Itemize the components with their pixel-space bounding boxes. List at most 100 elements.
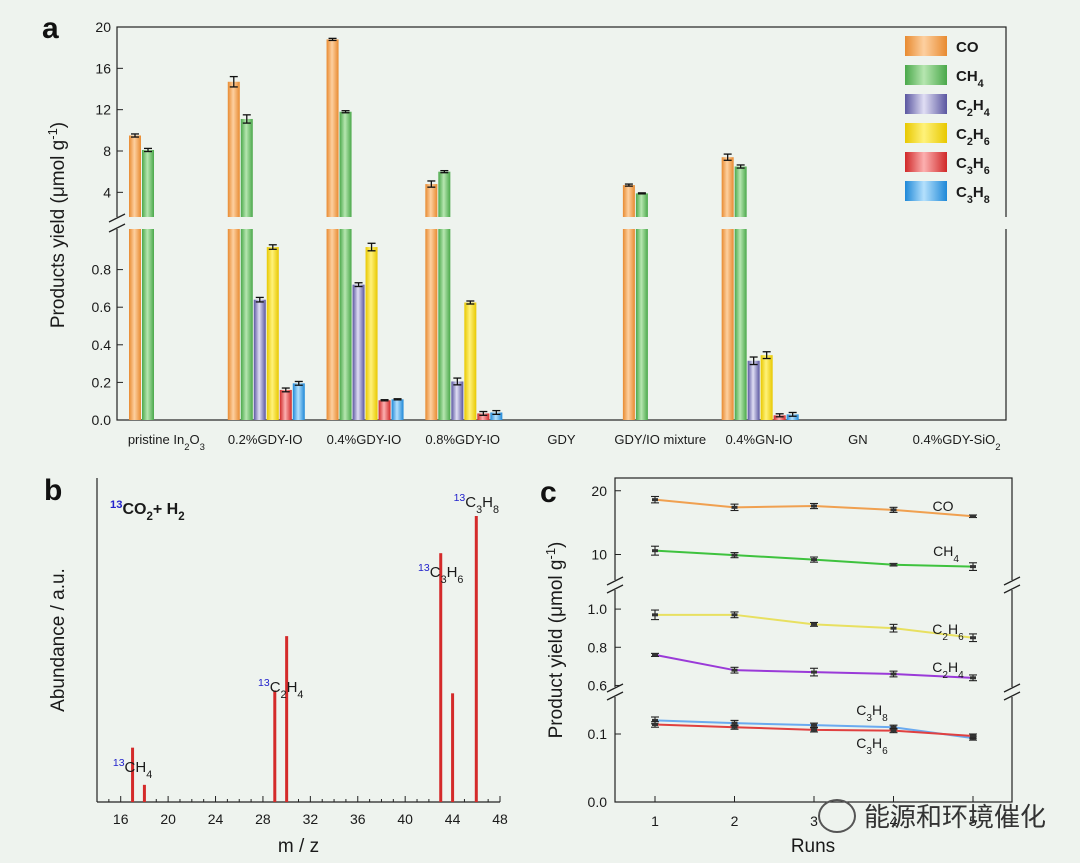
x-axis-label-b: m / z (278, 836, 319, 857)
bar-CO (129, 135, 141, 420)
legend-swatch-C3H8 (905, 181, 947, 201)
data-point (731, 668, 738, 672)
data-point (652, 722, 658, 726)
peak-annotation: 13C2H4 (258, 677, 303, 701)
xtick-label: 44 (445, 811, 461, 827)
data-point (890, 626, 897, 630)
watermark-text: 能源和环境催化 (864, 803, 1047, 833)
ytick-label: 12 (95, 102, 111, 118)
axis-break-mark (606, 584, 624, 594)
axis-break-mark (1003, 576, 1021, 586)
bar-CH4 (734, 166, 747, 420)
legend-swatch-C2H4 (905, 94, 947, 114)
data-point (811, 558, 817, 562)
data-point (652, 653, 658, 657)
axis-break-band (107, 217, 1016, 229)
peak-annotation: 13CH4 (113, 757, 152, 781)
bar-C2H6 (760, 355, 773, 420)
ytick-label: 20 (591, 483, 607, 499)
series-label-C2H4: C2H4 (932, 659, 964, 681)
series-label-C3H6: C3H6 (856, 735, 888, 757)
bar-CO (425, 184, 438, 420)
data-point (890, 563, 897, 567)
ms-peak (142, 784, 146, 802)
ms-peak (451, 693, 455, 802)
bar-CO (622, 185, 635, 420)
legend-label-C2H4: C2H4 (956, 97, 990, 119)
peak-annotation: 13C3H6 (418, 562, 463, 586)
legend-label-CO: CO (956, 39, 979, 56)
legend-swatch-C2H6 (905, 123, 947, 143)
legend-swatch-CH4 (905, 65, 947, 85)
ms-peak (285, 636, 289, 802)
data-point (811, 504, 817, 508)
bar-C2H6 (464, 302, 477, 420)
xtick-label: 5 (969, 813, 977, 829)
data-point (652, 613, 658, 617)
xtick-label: 16 (113, 811, 129, 827)
category-label: GDY/IO mixture (614, 432, 706, 447)
data-point (731, 613, 738, 617)
data-point (652, 498, 658, 502)
xtick-label: 3 (810, 813, 818, 829)
series-label-C2H6: C2H6 (932, 621, 964, 643)
axis-break-mark (1003, 683, 1021, 693)
xtick-label: 2 (731, 813, 739, 829)
xtick-label: 20 (160, 811, 176, 827)
data-point (811, 728, 817, 732)
panel-a: a 0.0 0.2 0.4 0.6 0.8 4 8 12 16 20 pristine In2O3 0.… (42, 12, 1016, 453)
bar-CH4 (240, 118, 253, 420)
xtick-label: 48 (492, 811, 508, 827)
bar-CH4 (635, 193, 648, 420)
category-label: 0.4%GDY-SiO2 (913, 432, 1001, 453)
bar-CH4 (142, 149, 154, 420)
data-point (731, 505, 738, 509)
data-point (890, 508, 897, 512)
xtick-label: 36 (350, 811, 366, 827)
category-label: 0.4%GDY-IO (327, 432, 402, 447)
xtick-label: 40 (397, 811, 413, 827)
panel-label-c: c (540, 476, 557, 509)
ytick-label: 0.0 (588, 794, 608, 810)
ytick-label: 8 (103, 143, 111, 159)
legend-label-C3H8: C3H8 (956, 184, 990, 206)
bar-C2H4 (451, 381, 464, 420)
axis-break-mark (108, 223, 126, 233)
legend-label-C2H6: C2H6 (956, 126, 990, 148)
category-label: GN (848, 432, 868, 447)
bar-C3H8 (786, 414, 799, 420)
y-axis-label-a: Products yield (μmol g-1) (45, 122, 70, 328)
bar-C3H8 (391, 399, 404, 420)
ytick-label: 4 (103, 184, 111, 200)
data-point (970, 565, 976, 569)
ytick-label: 0.4 (92, 337, 112, 353)
category-label: 0.4%GN-IO (725, 432, 792, 447)
category-label: 0.2%GDY-IO (228, 432, 303, 447)
data-point (890, 672, 897, 676)
ytick-label: 10 (591, 547, 607, 563)
ytick-label: 1.0 (588, 601, 608, 617)
bar-CO (721, 157, 734, 420)
legend-label-CH4: CH4 (956, 68, 984, 90)
bar-C3H6 (773, 415, 786, 420)
bar-C2H6 (365, 247, 378, 420)
peak-annotation: 13C3H8 (454, 492, 499, 516)
y-axis-label-b: Abundance / a.u. (48, 568, 69, 712)
panel-c: c 10 20 0.6 0.8 1.0 0.0 0.1 1 2 3 4 5 CO CH4 C2H6 C2H4 C3… (540, 476, 1022, 857)
data-point (811, 723, 817, 727)
xtick-label: 28 (255, 811, 271, 827)
ytick-label: 20 (95, 19, 111, 35)
ytick-label: 0.0 (92, 412, 112, 428)
category-label: 0.8%GDY-IO (425, 432, 500, 447)
axis-break-band (605, 687, 1022, 697)
panel-b: b 16 20 24 28 32 36 40 44 48 13CH4 13C2H4 13C3H6 13C3… (44, 474, 508, 857)
x-axis-label-c: Runs (791, 836, 835, 857)
bar-CH4 (438, 171, 451, 420)
xtick-label: 32 (303, 811, 319, 827)
axis-break-mark (606, 691, 624, 701)
ytick-label: 0.1 (588, 726, 608, 742)
bar-C3H6 (279, 389, 292, 420)
xtick-label: 1 (651, 813, 659, 829)
ytick-label: 0.8 (92, 262, 112, 278)
